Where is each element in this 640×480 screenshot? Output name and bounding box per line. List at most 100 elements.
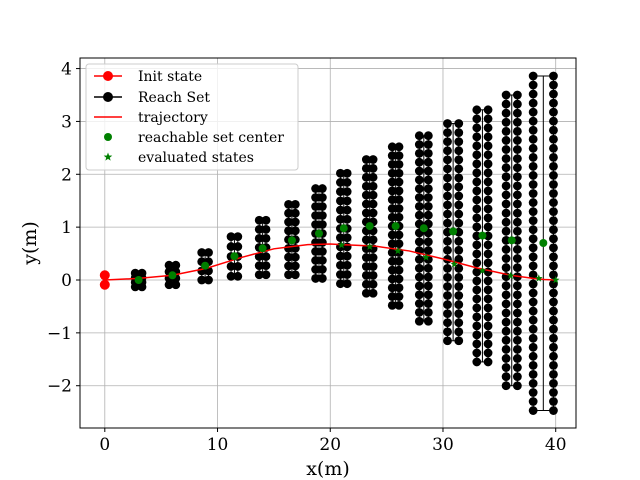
- reach-set-point: [549, 225, 558, 235]
- reach-set-point: [501, 381, 511, 391]
- reach-set-point: [284, 217, 293, 227]
- reach-set-point: [387, 151, 397, 161]
- reach-set-point: [528, 342, 538, 352]
- reach-set-point: [311, 256, 320, 265]
- reach-set-point: [164, 260, 174, 270]
- reach-set-point: [317, 220, 327, 229]
- reach-set-point: [472, 330, 482, 340]
- reach-set-point: [454, 137, 464, 147]
- reach-set-point: [483, 357, 493, 367]
- evaluated-state-point: [450, 260, 459, 268]
- reachable-set-center-point: [230, 252, 239, 261]
- reach-set-point: [549, 107, 558, 117]
- reach-set-point: [483, 339, 493, 349]
- reach-set-point: [387, 230, 397, 240]
- reach-set-point: [254, 215, 264, 225]
- reach-set-point: [528, 234, 538, 244]
- reach-set-point: [483, 276, 493, 286]
- reach-set-point: [472, 321, 482, 331]
- reach-set-point: [528, 306, 538, 316]
- x-tick-label: 40: [545, 435, 567, 455]
- reach-set-point: [261, 234, 271, 243]
- reach-set-point: [443, 146, 452, 156]
- reach-set-point: [414, 254, 424, 264]
- reachable-set-center-point: [201, 261, 210, 270]
- reach-set-point: [284, 252, 293, 262]
- reach-set-point: [549, 162, 558, 171]
- reach-set-point: [368, 164, 378, 173]
- reach-set-point: [423, 299, 433, 308]
- reach-set-point: [342, 251, 352, 261]
- reach-set-point: [512, 263, 522, 273]
- reach-set-point: [483, 222, 493, 232]
- reach-set-point: [361, 190, 371, 200]
- reach-set-point: [394, 204, 404, 213]
- reach-set-point: [387, 195, 397, 205]
- reach-set-point: [549, 333, 558, 343]
- reach-set-point: [483, 348, 493, 358]
- reach-set-point: [414, 131, 424, 141]
- reach-set-point: [528, 216, 538, 226]
- reach-set-point: [414, 193, 424, 202]
- reach-set-point: [472, 168, 482, 178]
- reach-set-point: [454, 146, 464, 156]
- y-tick-label: 4: [61, 60, 72, 80]
- reach-set-point: [512, 335, 522, 345]
- y-tick-label: 3: [61, 112, 72, 132]
- x-tick-label: 0: [99, 435, 110, 455]
- reach-set-point: [423, 281, 433, 291]
- reach-set-point: [472, 258, 482, 268]
- reach-set-point: [414, 263, 424, 273]
- x-axis-label: x(m): [306, 458, 350, 480]
- reach-set-point: [512, 208, 522, 218]
- reach-set-point: [317, 247, 327, 256]
- reach-set-point: [483, 258, 493, 268]
- reach-set-point: [454, 282, 464, 291]
- reach-set-point: [501, 126, 511, 136]
- reach-set-point: [454, 245, 464, 255]
- reach-set-point: [549, 234, 558, 244]
- reach-set-point: [423, 237, 433, 247]
- reach-set-point: [528, 369, 538, 379]
- reach-set-point: [454, 309, 464, 319]
- reach-set-point: [528, 116, 538, 126]
- reach-set-point: [472, 159, 482, 169]
- reach-set-point: [290, 226, 300, 236]
- reach-set-point: [342, 260, 352, 270]
- reach-set-point: [311, 193, 320, 202]
- reach-set-point: [512, 299, 522, 309]
- reach-set-point: [414, 157, 424, 167]
- reach-set-point: [512, 154, 522, 163]
- reach-set-point: [342, 178, 352, 187]
- reach-set-point: [171, 280, 181, 290]
- reach-set-point: [336, 214, 345, 224]
- reach-set-point: [443, 236, 452, 246]
- reach-set-point: [414, 184, 424, 194]
- reach-set-point: [387, 142, 397, 152]
- reach-set-point: [472, 357, 482, 367]
- reach-set-point: [361, 164, 371, 173]
- reach-set-point: [472, 105, 482, 115]
- reach-set-point: [368, 190, 378, 200]
- reach-set-point: [261, 224, 271, 234]
- reach-set-point: [336, 187, 345, 197]
- reach-set-point: [454, 119, 464, 128]
- reach-set-point: [130, 268, 140, 278]
- reach-set-point: [483, 150, 493, 160]
- reach-set-point: [512, 254, 522, 263]
- reach-set-point: [512, 344, 522, 354]
- reach-set-point: [261, 215, 271, 225]
- reach-set-point: [394, 142, 404, 152]
- reach-set-point: [472, 312, 482, 322]
- reach-set-point: [368, 279, 378, 289]
- reach-set-point: [443, 173, 452, 183]
- reach-set-point: [483, 267, 493, 277]
- reach-set-point: [342, 242, 352, 252]
- reach-set-point: [423, 307, 433, 317]
- reach-set-point: [483, 123, 493, 133]
- reach-set-point: [512, 181, 522, 191]
- reach-set-point: [443, 164, 452, 174]
- reach-set-point: [423, 175, 433, 185]
- reach-set-point: [472, 285, 482, 295]
- reach-set-point: [311, 202, 320, 211]
